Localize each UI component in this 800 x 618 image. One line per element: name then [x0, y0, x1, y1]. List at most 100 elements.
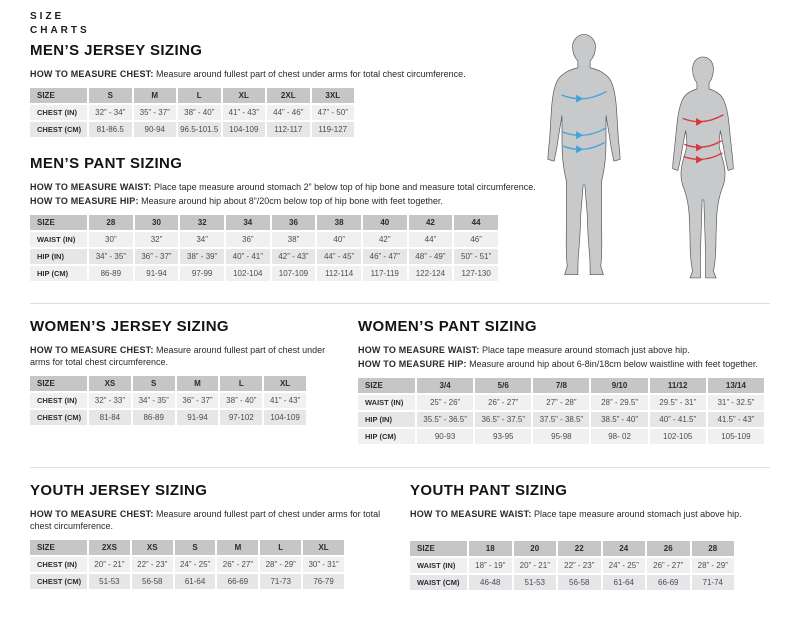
table-cell: 26” - 27”	[647, 558, 690, 573]
table-header-cell: M	[176, 376, 219, 392]
table-header-cell: 5/6	[475, 378, 532, 394]
table-row: HIP (CM) 86-89 91-94 97-99 102-104 107-109 112…	[30, 266, 498, 282]
table-cell: 38” - 39”	[180, 249, 224, 265]
table-cell: 44”	[408, 232, 453, 248]
mens-pant-table: SIZE 28 30 32 34 36 38 40 42 44 WAIST (IN) 30” 32” 34…	[28, 213, 500, 283]
table-cell: 102-104	[225, 266, 270, 282]
table-cell: 38” - 40”	[220, 393, 263, 409]
how-to-measure-line: HOW TO MEASURE WAIST: Place tape measure…	[410, 509, 742, 519]
table-header-cell: 28	[691, 541, 734, 556]
table-row: CHEST (CM) 81-86.5 90-94 96.5-101.5 104-109 1…	[30, 122, 354, 138]
table-cell: 30”	[89, 232, 133, 248]
row-label: WAIST (CM)	[410, 575, 467, 590]
table-cell: 105-109	[707, 429, 764, 445]
section-title: MEN’S PANT SIZING	[30, 155, 183, 172]
table-cell: 26” - 27”	[475, 395, 532, 411]
table-header-size: SIZE	[30, 540, 87, 556]
row-label: CHEST (CM)	[30, 574, 87, 590]
mens-jersey-table: SIZE S M L XL 2XL 3XL CHEST (IN) 32” - 34” 35” - …	[28, 86, 356, 139]
table-header-cell: S	[132, 376, 175, 392]
row-label: HIP (IN)	[30, 249, 87, 265]
table-cell: 50” - 51”	[454, 249, 498, 265]
table-cell: 61-64	[602, 575, 645, 590]
table-header-cell: 26	[647, 541, 690, 556]
table-header-cell: L	[260, 540, 302, 556]
table-cell: 36.5” - 37.5”	[475, 412, 532, 428]
female-chest-measure-arrow	[682, 114, 724, 123]
how-to-measure-label: HOW TO MEASURE HIP:	[358, 359, 467, 370]
section-title: MEN’S JERSEY SIZING	[30, 42, 203, 59]
table-cell: 112-117	[267, 122, 310, 138]
table-header-cell: 3/4	[417, 378, 474, 394]
table-cell: 44” - 45”	[317, 249, 361, 265]
table-cell: 26” - 27”	[217, 557, 259, 573]
table-cell: 40” - 41”	[225, 249, 270, 265]
table-cell: 31” - 32.5”	[707, 395, 764, 411]
how-to-measure-block: HOW TO MEASURE WAIST: Place tape measure…	[358, 344, 772, 370]
male-hip-measure-arrow	[563, 142, 605, 151]
table-header-cell: 11/12	[649, 378, 706, 394]
table-cell: 36” - 37”	[134, 249, 179, 265]
table-cell: 46”	[454, 232, 498, 248]
table-row: WAIST (IN) 18” - 19” 20” - 21” 22” - 23” 24”…	[410, 558, 734, 573]
table-cell: 127-130	[454, 266, 498, 282]
table-cell: 71-74	[691, 575, 734, 590]
how-to-measure-line: HOW TO MEASURE CHEST: Measure around ful…	[30, 69, 466, 79]
table-cell: 56-58	[131, 574, 173, 590]
table-cell: 91-94	[134, 266, 179, 282]
table-header-cell: 13/14	[707, 378, 764, 394]
table-header-cell: S	[89, 88, 132, 104]
table-cell: 41” - 43”	[222, 105, 265, 121]
table-header-row: SIZE 28 30 32 34 36 38 40 42 44	[30, 215, 498, 231]
table-cell: 51-53	[513, 575, 556, 590]
male-silhouette	[547, 34, 621, 276]
table-cell: 29.5” - 31”	[649, 395, 706, 411]
table-cell: 32” - 33”	[89, 393, 131, 409]
table-cell: 37.5” - 38.5”	[533, 412, 590, 428]
table-cell: 44” - 46”	[267, 105, 310, 121]
female-hip-arrowhead-icon	[696, 155, 703, 164]
table-cell: 35” - 37”	[133, 105, 176, 121]
male-chest-measure-arrow	[561, 90, 607, 100]
logo-line-2: CHARTS	[30, 25, 90, 36]
table-header-cell: L	[178, 88, 221, 104]
table-cell: 107-109	[271, 266, 316, 282]
table-cell: 102-105	[649, 429, 706, 445]
table-cell: 61-64	[174, 574, 216, 590]
table-cell: 24” - 25”	[174, 557, 216, 573]
section-mens-jersey: MEN’S JERSEY SIZING HOW TO MEASURE CHEST…	[30, 42, 550, 139]
table-header-row: SIZE 18 20 22 24 26 28	[410, 541, 734, 556]
table-cell: 47” - 50”	[311, 105, 354, 121]
table-cell: 38” - 40”	[178, 105, 221, 121]
table-header-cell: 40	[362, 215, 407, 231]
section-title: WOMEN’S PANT SIZING	[358, 318, 537, 335]
how-to-measure-line: HOW TO MEASURE HIP: Measure around hip a…	[358, 359, 758, 370]
section-title: YOUTH PANT SIZING	[410, 482, 568, 499]
section-youth-pant: YOUTH PANT SIZING HOW TO MEASURE WAIST: …	[410, 482, 772, 592]
how-to-measure-label: HOW TO MEASURE CHEST:	[30, 69, 154, 79]
table-header-cell: 32	[180, 215, 224, 231]
female-waist-measure-arrow	[684, 140, 722, 148]
table-row: HIP (IN) 34” - 35” 36” - 37” 38” - 39” 40” -…	[30, 249, 498, 265]
table-header-cell: 7/8	[533, 378, 590, 394]
table-cell: 34” - 35”	[132, 393, 175, 409]
how-to-measure-line: HOW TO MEASURE HIP: Measure around hip a…	[30, 196, 443, 207]
table-cell: 20” - 21”	[513, 558, 556, 573]
table-cell: 38”	[271, 232, 316, 248]
table-row: WAIST (CM) 46-48 51-53 56-58 61-64 66-69 71-74	[410, 575, 734, 590]
table-cell: 25” - 26”	[417, 395, 474, 411]
table-cell: 81-86.5	[89, 122, 132, 138]
table-cell: 71-73	[260, 574, 302, 590]
table-cell: 36” - 37”	[176, 393, 219, 409]
table-cell: 40”	[317, 232, 361, 248]
table-row: CHEST (CM) 81-84 86-89 91-94 97-102 104-109	[30, 410, 306, 426]
table-header-cell: XL	[264, 376, 306, 392]
table-row: WAIST (IN) 25” - 26” 26” - 27” 27” - 28” 28”…	[358, 395, 764, 411]
table-cell: 56-58	[558, 575, 601, 590]
female-body-icon	[672, 56, 734, 279]
table-header-cell: 18	[469, 541, 512, 556]
table-header-cell: 30	[134, 215, 179, 231]
how-to-measure-line: HOW TO MEASURE WAIST: Place tape measure…	[358, 345, 690, 355]
womens-jersey-table: SIZE XS S M L XL CHEST (IN) 32” - 33” 34” - 35” 3…	[28, 374, 308, 427]
